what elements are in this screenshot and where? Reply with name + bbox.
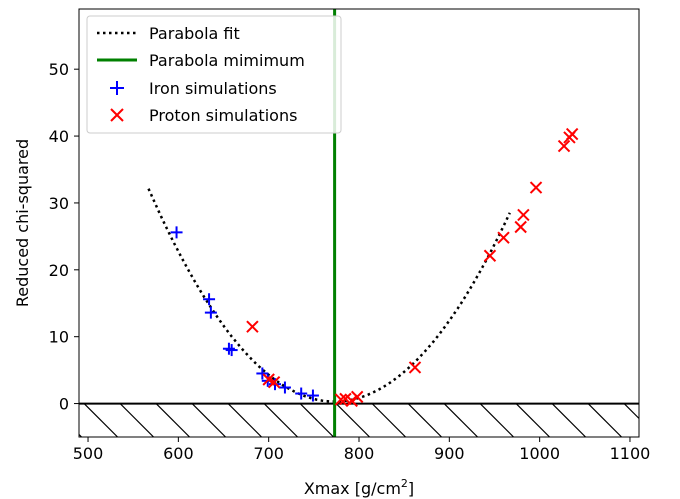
iron-point	[203, 293, 216, 306]
y-axis-label: Reduced chi-squared	[13, 139, 32, 307]
hatch-line	[83, 403, 118, 437]
hatch-line	[660, 404, 680, 437]
legend-swatch-iron	[110, 81, 124, 95]
x-tick-label: 1100	[610, 444, 651, 463]
x-tick-label: 500	[73, 444, 104, 463]
hatch-line	[443, 403, 478, 437]
hatch-line	[371, 403, 406, 437]
proton-point	[334, 393, 348, 406]
legend-swatch-proton	[110, 108, 124, 122]
iron-point	[295, 387, 308, 400]
y-tick-label: 20	[49, 261, 69, 280]
proton-point	[246, 320, 259, 333]
iron-point	[306, 389, 319, 402]
hatch-line	[623, 403, 639, 420]
legend-label-parabola-minimum: Parabola mimimum	[149, 51, 305, 70]
hatch-line	[227, 403, 262, 437]
y-tick-label: 50	[49, 60, 69, 79]
hatch-line	[335, 403, 370, 437]
x-axis-ticks: 500 600 700 800 900 1000 1100	[73, 437, 651, 463]
x-tick-label: 1000	[519, 444, 560, 463]
proton-point	[529, 181, 543, 194]
proton-point	[517, 208, 530, 222]
legend-label-parabola-fit: Parabola fit	[149, 24, 240, 43]
iron-point	[225, 344, 238, 357]
proton-point	[408, 361, 422, 374]
y-tick-label: 30	[49, 194, 69, 213]
proton-point	[350, 390, 364, 404]
proton-point	[565, 127, 579, 141]
hatch-line	[155, 403, 190, 437]
iron-point	[222, 342, 235, 355]
x-tick-label: 600	[163, 444, 194, 463]
x-tick-label: 700	[253, 444, 284, 463]
iron-point	[170, 226, 183, 239]
proton-point	[483, 249, 497, 262]
legend-label-iron: Iron simulations	[149, 79, 277, 98]
x-tick-label: 900	[434, 444, 465, 463]
proton-point	[497, 231, 510, 244]
hatched-region	[12, 403, 680, 437]
y-tick-label: 0	[59, 395, 69, 414]
hatch-line	[263, 403, 298, 437]
hatch-line	[587, 403, 622, 437]
iron-point	[256, 367, 269, 380]
legend-label-proton: Proton simulations	[149, 106, 297, 125]
hatch-line	[12, 404, 45, 437]
hatch-line	[191, 403, 226, 437]
hatch-line	[515, 403, 550, 437]
hatch-line	[299, 403, 334, 437]
markers-layer	[170, 127, 579, 408]
legend-box	[86, 15, 342, 134]
iron-point	[204, 306, 217, 319]
hatch-line	[479, 403, 514, 437]
iron-point	[278, 381, 291, 394]
x-axis-label: Xmax [g/cm2]	[304, 477, 414, 498]
hatch-line	[407, 403, 442, 437]
y-tick-label: 40	[49, 127, 69, 146]
legend: Parabola fit Parabola mimimum Iron simul…	[86, 15, 342, 134]
y-tick-label: 10	[49, 328, 69, 347]
y-axis-ticks: 0 10 20 30 40 50	[49, 60, 79, 414]
proton-point	[267, 375, 281, 389]
hatch-line	[119, 403, 154, 437]
hatch-line	[551, 403, 586, 437]
proton-point	[557, 139, 571, 153]
proton-point	[514, 220, 527, 234]
x-tick-label: 800	[344, 444, 375, 463]
